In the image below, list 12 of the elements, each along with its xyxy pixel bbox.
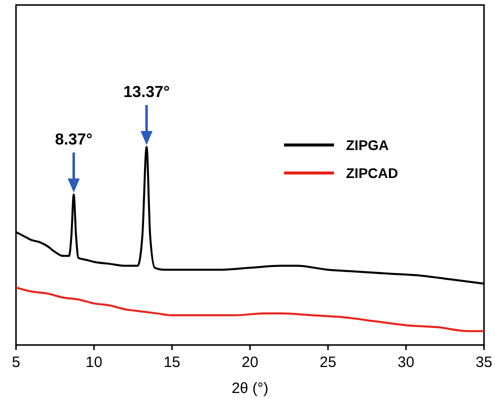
annotation: 8.37° bbox=[54, 132, 92, 149]
x-tick-label: 20 bbox=[242, 354, 258, 371]
x-tick-label: 35 bbox=[476, 354, 492, 371]
x-axis-title: 2θ (°) bbox=[232, 380, 268, 397]
legend-label: ZIPGA bbox=[346, 137, 389, 153]
x-tick-label: 5 bbox=[12, 354, 20, 371]
x-tick-label: 25 bbox=[320, 354, 336, 371]
annotation: 13.37° bbox=[123, 84, 170, 101]
x-tick-label: 15 bbox=[164, 354, 180, 371]
legend-label: ZIPCAD bbox=[346, 165, 398, 181]
x-tick-label: 10 bbox=[86, 354, 102, 371]
x-tick-label: 30 bbox=[398, 354, 414, 371]
